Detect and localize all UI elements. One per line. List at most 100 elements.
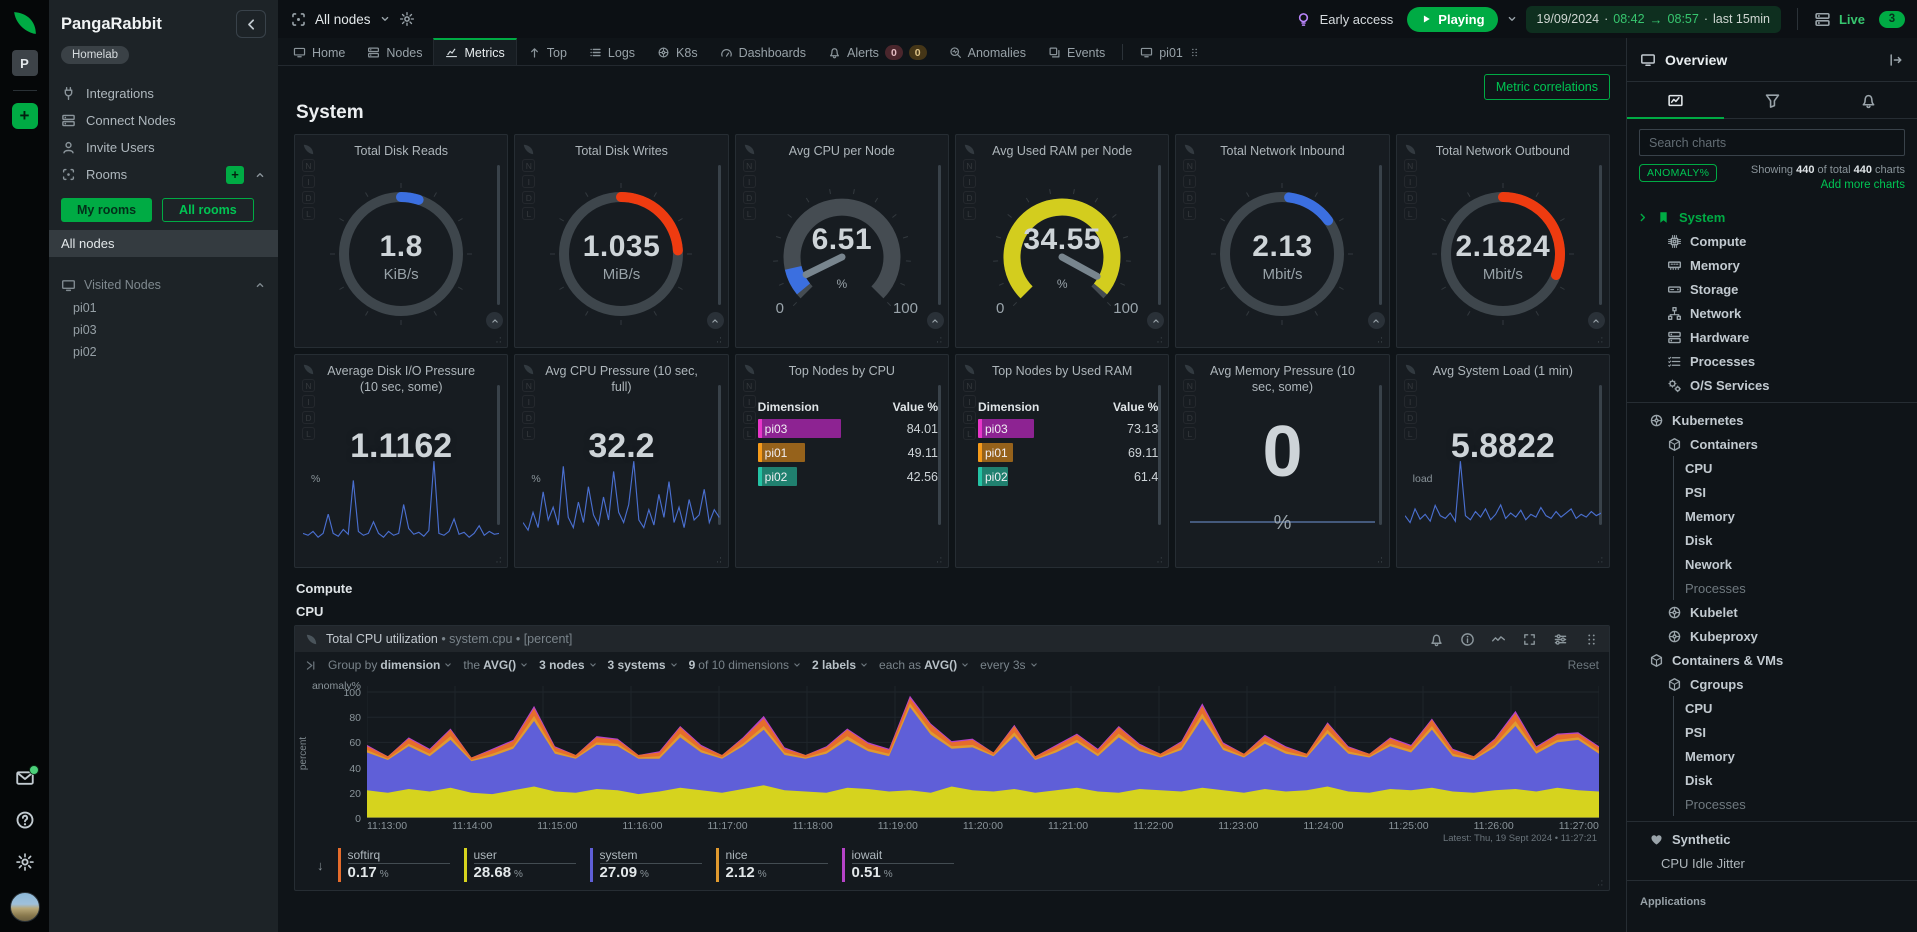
card-avg-system-load-1-min[interactable]: NIDLAvg System Load (1 min)∙∙∙5.8822load	[1396, 354, 1610, 568]
tree-item-disk[interactable]: Disk	[1673, 768, 1917, 792]
nodes-status-icon[interactable]	[1814, 11, 1831, 28]
chart-header[interactable]: Total CPU utilization • system.cpu • [pe…	[295, 626, 1609, 652]
sidebar-item-rooms[interactable]: Rooms+	[49, 161, 278, 188]
tree-item-memory[interactable]: Memory	[1673, 504, 1917, 528]
filter-avg[interactable]: each asAVG()	[879, 658, 970, 672]
tab-top[interactable]: Top	[517, 38, 578, 65]
add-space-button[interactable]: +	[12, 103, 38, 129]
tree-item-cpu[interactable]: CPU	[1673, 456, 1917, 480]
tab-logs[interactable]: Logs	[578, 38, 646, 65]
card-resize-handle[interactable]: ∙∙∙	[1377, 556, 1383, 564]
my-rooms-button[interactable]: My rooms	[61, 198, 152, 222]
card-resize-handle[interactable]: ∙∙∙	[1377, 336, 1383, 344]
tree-item-psi[interactable]: PSI	[1673, 720, 1917, 744]
tree-item-memory[interactable]: Memory	[1673, 744, 1917, 768]
card-resize-handle[interactable]: ∙∙∙	[716, 556, 722, 564]
chart-info-icon[interactable]	[1460, 632, 1475, 647]
legend-item-system[interactable]: system27.09%	[590, 848, 702, 882]
card-scrollbar[interactable]	[938, 385, 941, 525]
card-avg-cpu-per-node[interactable]: NIDLAvg CPU per Node∙∙∙6.51%0100	[735, 134, 949, 348]
reset-button[interactable]: Reset	[1568, 658, 1599, 672]
anomaly-filter-pill[interactable]: ANOMALY%	[1639, 164, 1717, 182]
collapse-panel-icon[interactable]	[1888, 52, 1904, 68]
chevron-up-icon[interactable]	[254, 279, 266, 291]
tree-item-processes[interactable]: Processes	[1627, 349, 1917, 373]
time-range-picker[interactable]: 19/09/2024· 08:42 → 08:57· last 15min	[1526, 6, 1781, 33]
sidebar-item-integrations[interactable]: Integrations	[49, 80, 278, 107]
tree-item-system[interactable]: System	[1627, 205, 1917, 229]
tab-k8s[interactable]: K8s	[646, 38, 709, 65]
chart-settings-icon[interactable]	[1553, 632, 1568, 647]
sidebar-item-all-nodes[interactable]: All nodes	[49, 230, 278, 257]
tree-item-o-s-services[interactable]: O/S Services	[1627, 373, 1917, 397]
tree-item-network[interactable]: Network	[1627, 301, 1917, 325]
card-avg-cpu-pressure-10-sec-full[interactable]: NIDLAvg CPU Pressure (10 sec, full)∙∙∙32…	[514, 354, 728, 568]
card-resize-handle[interactable]: ∙∙∙	[1157, 336, 1163, 344]
card-top-nodes-by-cpu[interactable]: NIDLTop Nodes by CPU∙∙∙DimensionValue %p…	[735, 354, 949, 568]
tree-item-cpu-idle-jitter[interactable]: CPU Idle Jitter	[1627, 851, 1917, 875]
card-avg-memory-pressure-10-sec-some[interactable]: NIDLAvg Memory Pressure (10 sec, some)∙∙…	[1175, 354, 1389, 568]
tree-item-hardware[interactable]: Hardware	[1627, 325, 1917, 349]
card-resize-handle[interactable]: ∙∙∙	[937, 556, 943, 564]
legend-item-softirq[interactable]: softirq0.17%	[338, 848, 450, 882]
inbox-icon[interactable]	[15, 768, 35, 788]
add-more-charts-link[interactable]: Add more charts	[1751, 179, 1905, 191]
metric-correlations-button[interactable]: Metric correlations	[1484, 74, 1610, 100]
user-avatar[interactable]	[10, 892, 40, 922]
card-resize-handle[interactable]: ∙∙∙	[1157, 556, 1163, 564]
tree-item-processes[interactable]: Processes	[1673, 792, 1917, 816]
chart-anomalies-icon[interactable]	[1491, 632, 1506, 647]
tab-charts[interactable]	[1627, 82, 1724, 118]
drag-handle-icon[interactable]	[1189, 47, 1200, 58]
table-row[interactable]: pi0149.11	[758, 443, 938, 462]
skip-icon[interactable]	[305, 659, 318, 672]
filter-dimension[interactable]: Group bydimension	[328, 658, 453, 672]
tree-item-containers-vms[interactable]: Containers & VMs	[1627, 648, 1917, 672]
help-icon[interactable]	[15, 810, 35, 830]
chart-alerts-icon[interactable]	[1429, 632, 1444, 647]
tab-nodes[interactable]: Nodes	[356, 38, 433, 65]
legend-sort-icon[interactable]: ↓	[317, 858, 324, 873]
card-resize-handle[interactable]: ∙∙∙	[496, 556, 502, 564]
node-selector[interactable]: All nodes	[290, 11, 391, 28]
chart-fullscreen-icon[interactable]	[1522, 632, 1537, 647]
tab-home[interactable]: Home	[282, 38, 356, 65]
sidebar-item-connect-nodes[interactable]: Connect Nodes	[49, 107, 278, 134]
playing-button[interactable]: Playing	[1407, 7, 1497, 32]
card-total-disk-writes[interactable]: NIDLTotal Disk Writes∙∙∙1.035MiB/s	[514, 134, 728, 348]
visited-node-pi01[interactable]: pi01	[49, 297, 278, 319]
sidebar-collapse-button[interactable]	[236, 10, 266, 38]
tab-filters[interactable]	[1724, 82, 1821, 118]
chart-resize-handle[interactable]: ∙∙∙	[1598, 879, 1604, 887]
tree-item-cgroups[interactable]: Cgroups	[1627, 672, 1917, 696]
room-badge[interactable]: Homelab	[61, 46, 129, 64]
tree-item-nework[interactable]: Nework	[1673, 552, 1917, 576]
filter-avg[interactable]: theAVG()	[463, 658, 529, 672]
sidebar-item-invite-users[interactable]: Invite Users	[49, 134, 278, 161]
tab-alerts[interactable]	[1820, 82, 1917, 118]
chevron-up-icon[interactable]	[254, 169, 266, 181]
legend-item-user[interactable]: user28.68%	[464, 848, 576, 882]
tree-item-compute[interactable]: Compute	[1627, 229, 1917, 253]
filter-3-systems[interactable]: 3 systems	[608, 658, 679, 672]
live-count-badge[interactable]: 3	[1879, 11, 1905, 28]
table-row[interactable]: pi0261.4	[978, 467, 1158, 486]
add-room-button[interactable]: +	[226, 166, 244, 184]
card-scrollbar[interactable]	[1158, 385, 1161, 525]
card-resize-handle[interactable]: ∙∙∙	[1598, 556, 1604, 564]
tree-item-storage[interactable]: Storage	[1627, 277, 1917, 301]
card-resize-handle[interactable]: ∙∙∙	[716, 336, 722, 344]
table-row[interactable]: pi0373.13	[978, 419, 1158, 438]
tab-node-pi01[interactable]: pi01	[1129, 38, 1211, 65]
card-resize-handle[interactable]: ∙∙∙	[496, 336, 502, 344]
filter-2-labels[interactable]: 2 labels	[812, 658, 869, 672]
card-total-network-inbound[interactable]: NIDLTotal Network Inbound∙∙∙2.13Mbit/s	[1175, 134, 1389, 348]
table-row[interactable]: pi0242.56	[758, 467, 938, 486]
visited-node-pi03[interactable]: pi03	[49, 319, 278, 341]
tab-metrics[interactable]: Metrics	[433, 38, 516, 65]
legend-item-iowait[interactable]: iowait0.51%	[842, 848, 954, 882]
netdata-logo-icon[interactable]	[10, 8, 40, 38]
search-input[interactable]	[1639, 129, 1905, 156]
card-total-disk-reads[interactable]: NIDLTotal Disk Reads∙∙∙1.8KiB/s	[294, 134, 508, 348]
tree-item-psi[interactable]: PSI	[1673, 480, 1917, 504]
